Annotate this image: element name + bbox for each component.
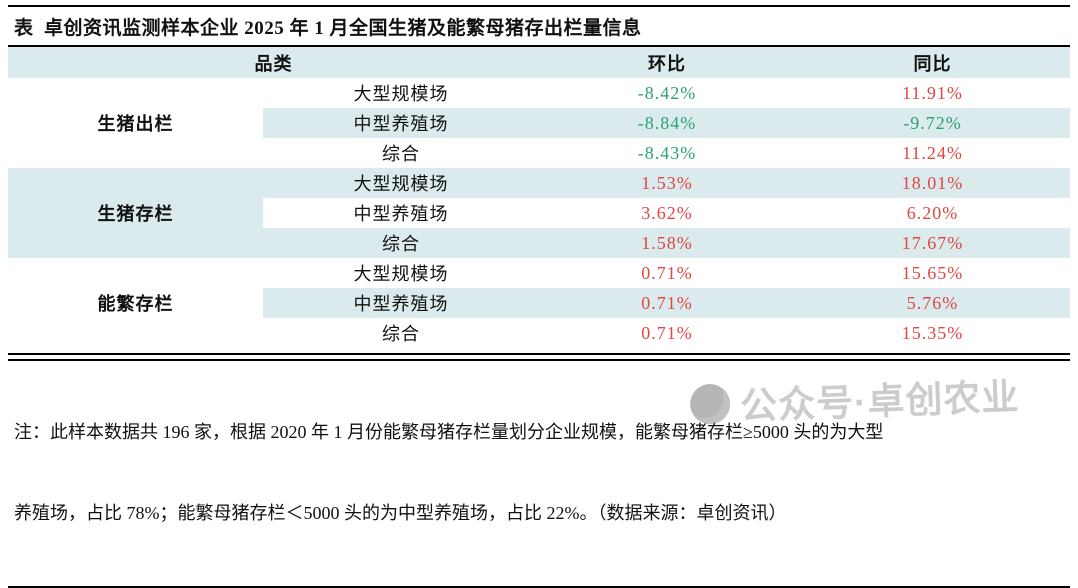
table-title: 表 卓创资讯监测样本企业 2025 年 1 月全国生猪及能繁母猪存出栏量信息	[14, 18, 642, 39]
header-mom: 环比	[539, 47, 795, 78]
table-row: 能繁存栏 大型规模场 0.71% 15.65%	[8, 258, 1070, 315]
yoy-value-cell: -9.72%	[795, 108, 1070, 138]
farm-type-cell: 中型养殖场	[353, 204, 449, 224]
farm-type-cell: 中型养殖场	[263, 108, 539, 138]
yoy-value-cell: 6.20%	[906, 202, 959, 223]
table-row: 综合 1.58% 17.67%	[8, 228, 1070, 258]
farm-type-cell: 综合	[382, 144, 420, 164]
mom-value-cell: 1.58%	[539, 228, 795, 258]
table-row: 中型养殖场 0.71% 5.76%	[8, 288, 1070, 318]
table-row: 中型养殖场 3.62% 6.20%	[8, 198, 1070, 228]
mom-value-cell: 0.71%	[641, 322, 693, 343]
yoy-value-cell: 15.65%	[901, 262, 964, 283]
yoy-value-cell: 15.35%	[901, 322, 964, 343]
note-line-2: 养殖场，占比 78%；能繁母猪存栏＜5000 头的为中型养殖场，占比 22%。（…	[14, 503, 787, 523]
table-row: 生猪出栏 大型规模场 -8.42% 11.91%	[8, 78, 1070, 135]
yoy-value-cell: 17.67%	[795, 228, 1070, 258]
farm-type-cell: 大型规模场	[353, 84, 449, 104]
table-row: 综合 0.71% 15.35%	[8, 318, 1070, 348]
farm-type-cell: 大型规模场	[353, 264, 449, 284]
farm-type-cell: 综合	[263, 228, 539, 258]
table-note: 注：此样本数据共 196 家，根据 2020 年 1 月份能繁母猪存栏量划分企业…	[8, 359, 1070, 588]
top-rule	[8, 5, 1070, 7]
table-row: 生猪存栏 大型规模场 1.53% 18.01%	[8, 168, 1070, 258]
mom-value-cell: 1.53%	[539, 168, 795, 198]
yoy-value-cell: 5.76%	[795, 288, 1070, 318]
group-label-pig-slaughter: 生猪出栏	[97, 114, 174, 134]
title-rule	[8, 45, 1070, 47]
header-category: 品类	[8, 47, 539, 78]
mom-value-cell: -8.42%	[637, 82, 697, 103]
header-yoy: 同比	[795, 47, 1070, 78]
mom-value-cell: 3.62%	[641, 202, 693, 223]
yoy-value-cell: 11.24%	[902, 142, 963, 163]
mom-value-cell: -8.43%	[637, 142, 697, 163]
farm-type-cell: 中型养殖场	[263, 288, 539, 318]
header-row: 品类 环比 同比	[8, 47, 1070, 78]
table-row: 中型养殖场 -8.84% -9.72%	[8, 108, 1070, 138]
yoy-value-cell: 18.01%	[795, 168, 1070, 198]
mom-value-cell: -8.84%	[539, 108, 795, 138]
table-row: 综合 -8.43% 11.24%	[8, 138, 1070, 168]
farm-type-cell: 综合	[382, 324, 420, 344]
yoy-value-cell: 11.91%	[902, 82, 963, 103]
table-bottom-rule	[8, 353, 1070, 355]
data-table: 品类 环比 同比 生猪出栏 大型规模场 -8.42% 11.91% 中型养殖场 …	[8, 47, 1070, 348]
group-label-pig-inventory: 生猪存栏	[8, 168, 263, 258]
farm-type-cell: 大型规模场	[263, 168, 539, 198]
group-label-sow-inventory: 能繁存栏	[97, 294, 174, 314]
mom-value-cell: 0.71%	[641, 262, 693, 283]
mom-value-cell: 0.71%	[539, 288, 795, 318]
